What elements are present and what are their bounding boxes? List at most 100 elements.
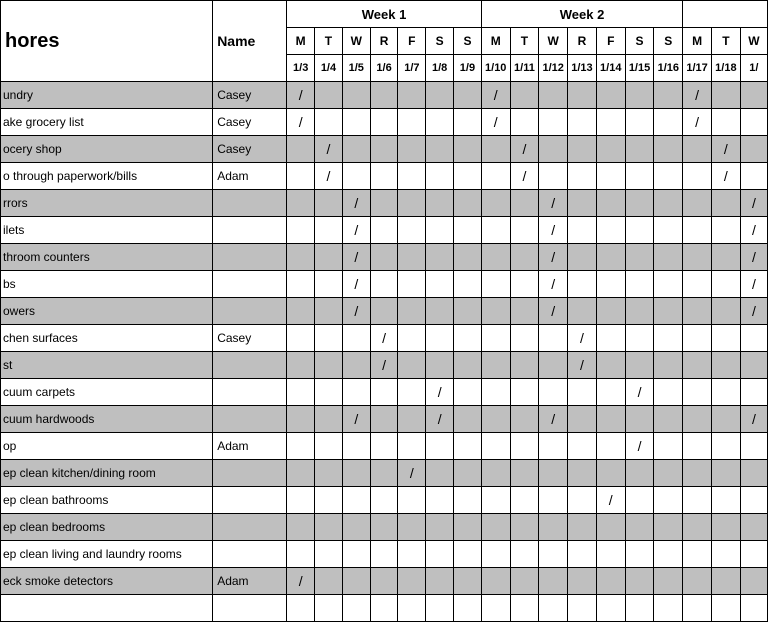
day-cell bbox=[654, 244, 683, 271]
day-cell bbox=[539, 163, 568, 190]
day-cell bbox=[740, 379, 767, 406]
day-cell bbox=[342, 595, 370, 622]
day-cell bbox=[625, 406, 654, 433]
day-cell bbox=[398, 217, 426, 244]
day-cell bbox=[454, 568, 482, 595]
day-cell bbox=[683, 487, 712, 514]
day-cell bbox=[287, 136, 315, 163]
day-cell bbox=[398, 109, 426, 136]
table-row: st// bbox=[1, 352, 768, 379]
table-body: undryCasey///ake grocery listCasey///oce… bbox=[1, 82, 768, 622]
day-cell bbox=[342, 325, 370, 352]
name-cell: Adam bbox=[213, 163, 287, 190]
day-cell: / bbox=[426, 406, 454, 433]
day-header: W bbox=[740, 28, 767, 55]
day-cell bbox=[426, 487, 454, 514]
day-cell bbox=[711, 568, 740, 595]
day-cell: / bbox=[426, 379, 454, 406]
day-cell bbox=[683, 514, 712, 541]
day-cell bbox=[711, 109, 740, 136]
day-cell bbox=[398, 244, 426, 271]
day-cell bbox=[539, 514, 568, 541]
day-cell bbox=[654, 82, 683, 109]
day-cell bbox=[454, 298, 482, 325]
day-cell bbox=[370, 595, 398, 622]
day-cell bbox=[654, 352, 683, 379]
day-cell: / bbox=[740, 190, 767, 217]
day-cell bbox=[711, 595, 740, 622]
chore-cell: ep clean kitchen/dining room bbox=[1, 460, 213, 487]
week2-header: Week 2 bbox=[481, 1, 682, 28]
day-cell bbox=[568, 298, 597, 325]
day-cell bbox=[510, 82, 539, 109]
name-cell bbox=[213, 541, 287, 568]
day-cell bbox=[398, 298, 426, 325]
day-cell bbox=[740, 352, 767, 379]
day-cell bbox=[740, 541, 767, 568]
day-header: S bbox=[625, 28, 654, 55]
chore-cell: o through paperwork/bills bbox=[1, 163, 213, 190]
day-cell bbox=[426, 325, 454, 352]
day-cell bbox=[539, 595, 568, 622]
day-cell bbox=[625, 136, 654, 163]
day-cell bbox=[398, 136, 426, 163]
day-cell bbox=[539, 541, 568, 568]
day-cell bbox=[625, 460, 654, 487]
day-cell bbox=[711, 190, 740, 217]
day-cell: / bbox=[740, 406, 767, 433]
day-cell: / bbox=[287, 568, 315, 595]
day-cell bbox=[287, 379, 315, 406]
day-cell bbox=[683, 325, 712, 352]
day-cell bbox=[287, 487, 315, 514]
name-cell bbox=[213, 514, 287, 541]
day-cell: / bbox=[539, 271, 568, 298]
day-cell bbox=[342, 514, 370, 541]
day-cell bbox=[342, 379, 370, 406]
day-cell: / bbox=[342, 298, 370, 325]
day-cell bbox=[654, 298, 683, 325]
day-cell bbox=[342, 352, 370, 379]
chore-cell: ep clean bathrooms bbox=[1, 487, 213, 514]
day-cell bbox=[625, 190, 654, 217]
day-cell bbox=[315, 325, 343, 352]
day-cell bbox=[342, 487, 370, 514]
date-header: 1/18 bbox=[711, 55, 740, 82]
day-cell bbox=[481, 190, 510, 217]
day-cell bbox=[596, 298, 625, 325]
day-cell bbox=[342, 460, 370, 487]
day-cell bbox=[683, 217, 712, 244]
day-cell bbox=[568, 568, 597, 595]
day-cell bbox=[654, 136, 683, 163]
day-cell bbox=[568, 379, 597, 406]
day-cell bbox=[740, 433, 767, 460]
day-cell: / bbox=[740, 244, 767, 271]
day-cell bbox=[426, 271, 454, 298]
day-cell bbox=[287, 298, 315, 325]
day-cell bbox=[342, 163, 370, 190]
day-cell bbox=[510, 244, 539, 271]
day-header: S bbox=[654, 28, 683, 55]
chore-cell: ocery shop bbox=[1, 136, 213, 163]
day-cell bbox=[481, 595, 510, 622]
name-cell: Adam bbox=[213, 568, 287, 595]
day-cell bbox=[625, 487, 654, 514]
chore-table: hores Name Week 1 Week 2 MTWRFSSMTWRFSSM… bbox=[0, 0, 768, 622]
day-cell bbox=[454, 163, 482, 190]
day-cell bbox=[596, 595, 625, 622]
date-header: 1/13 bbox=[568, 55, 597, 82]
day-cell bbox=[481, 271, 510, 298]
day-cell: / bbox=[398, 460, 426, 487]
day-cell bbox=[711, 325, 740, 352]
day-cell bbox=[568, 190, 597, 217]
day-cell bbox=[596, 352, 625, 379]
day-cell bbox=[568, 460, 597, 487]
day-cell bbox=[711, 82, 740, 109]
day-cell bbox=[510, 298, 539, 325]
day-cell bbox=[510, 190, 539, 217]
day-cell bbox=[315, 379, 343, 406]
table-row: cuum carpets// bbox=[1, 379, 768, 406]
table-row: ilets/// bbox=[1, 217, 768, 244]
day-cell bbox=[315, 541, 343, 568]
day-cell bbox=[342, 109, 370, 136]
day-cell bbox=[539, 568, 568, 595]
